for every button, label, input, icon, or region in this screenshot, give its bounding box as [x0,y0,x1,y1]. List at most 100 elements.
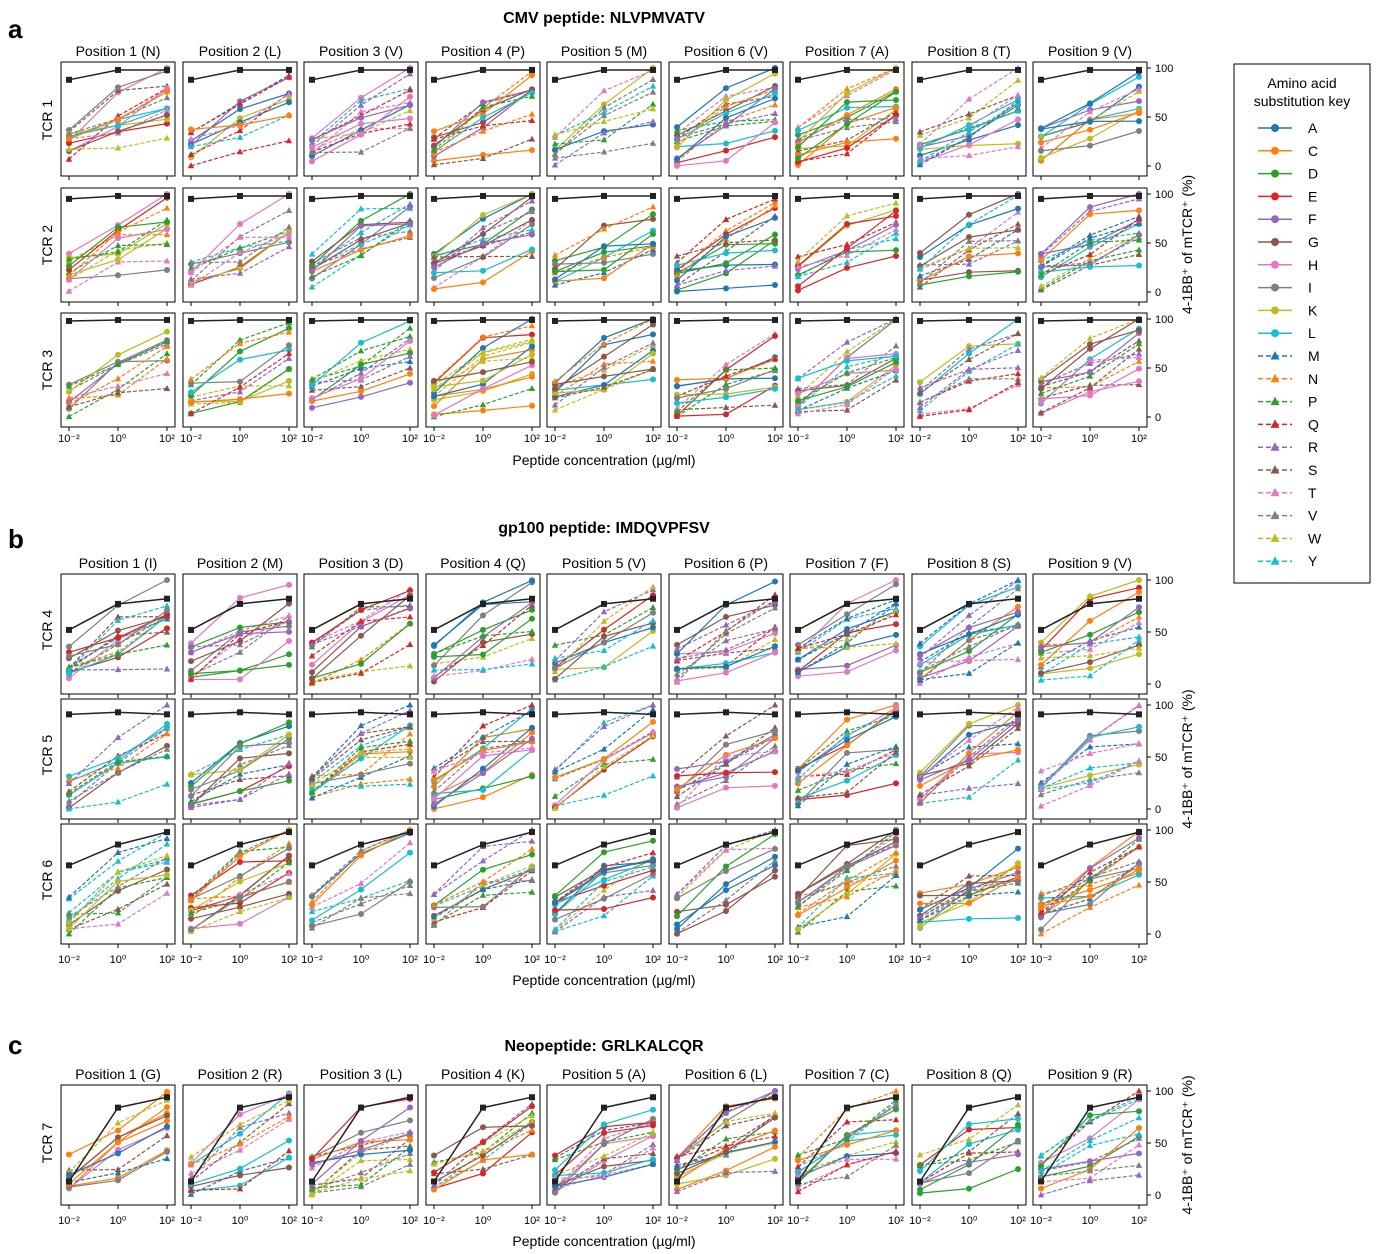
series-point [65,805,73,812]
series-point [1136,327,1142,334]
series-point [965,220,973,227]
reference-point [164,829,170,836]
reference-point [66,76,72,83]
reference-point [674,862,680,869]
series-point [1014,655,1022,662]
series-point [892,1155,900,1162]
series-point [163,780,171,787]
series-point [1086,334,1094,341]
series-point [843,258,851,265]
legend-label: Q [1308,416,1319,432]
series-point [480,151,486,158]
series-point [551,1156,559,1163]
series-point [431,662,437,669]
series-point [892,1116,900,1123]
series-point [115,122,121,129]
series-point [528,862,536,869]
subplot [911,312,1027,431]
series-point [843,643,851,650]
series-point [1038,126,1044,133]
series-point [771,202,779,209]
series-point [723,285,729,292]
reference-point [893,66,899,73]
series-point [1135,1134,1143,1141]
x-tick-label: 10⁰ [1082,954,1099,966]
series-point [723,663,729,670]
series-point [650,1161,656,1168]
legend-marker [1271,146,1279,155]
series-point [843,615,851,622]
x-tick-label: 10⁻² [58,1215,80,1227]
series-point [722,92,730,99]
series-point [723,250,729,257]
series-point [1136,262,1142,269]
reference-point [358,66,364,73]
row-label: TCR 7 [39,1123,55,1164]
series-point [480,1156,486,1163]
series-point [1136,98,1142,105]
y-tick-label: 0 [1155,1190,1161,1202]
series-point [723,157,729,164]
series-point [722,776,730,783]
series-point [965,114,973,121]
x-tick-label: 10⁻² [301,433,323,445]
series-point [916,384,924,391]
x-tick-label: 10⁰ [718,1215,735,1227]
series-point [286,740,292,747]
reference-point [966,66,972,73]
series-point [1014,237,1022,244]
x-tick-label: 10⁻² [180,433,202,445]
reference-point [164,192,170,199]
reference-point [480,316,486,323]
reference-point [164,66,170,73]
series-point [551,641,559,648]
legend-label: A [1308,120,1318,136]
series-point [308,273,316,280]
series-point [114,857,122,864]
position-title: Position 9 (V) [1048,43,1132,59]
series-point [286,623,292,630]
x-tick-label: 10² [1010,433,1026,445]
x-axis-label: Peptide concentration (µg/ml) [512,1233,695,1249]
series-point [965,736,973,743]
series-point [1087,772,1093,779]
legend-marker [1271,169,1279,178]
series-point [650,837,656,844]
series-point [114,228,122,235]
series-point [1135,1171,1143,1178]
series-point [600,723,608,730]
series-point [237,872,243,879]
series-point [430,666,438,673]
series-point [966,1185,972,1192]
series-point [431,643,437,650]
legend-marker [1270,419,1280,428]
series-point [480,345,486,352]
series-point [1087,341,1093,348]
series-point [674,383,680,390]
reference-point [601,1104,607,1111]
series-point [794,794,802,801]
series-point [187,162,195,169]
series-point [163,628,171,635]
series-point [844,662,850,669]
reference-point [529,595,535,602]
subplot [911,573,1027,698]
series-point [1038,250,1044,257]
series-point [1136,651,1142,658]
series-point [406,613,414,620]
series-point [843,913,851,920]
reference-point [1038,76,1044,83]
series-point [794,263,802,270]
series-point [966,273,972,280]
series-point [1015,603,1021,610]
series-point [917,379,923,386]
series-point [722,752,730,759]
series-line [797,1141,897,1175]
series-line [919,580,1019,658]
position-title: Position 7 (A) [805,43,889,59]
series-point [674,895,680,902]
x-tick-label: 10⁰ [475,433,492,445]
series-point [528,628,536,635]
series-point [407,232,413,239]
x-tick-label: 10² [767,1215,783,1227]
